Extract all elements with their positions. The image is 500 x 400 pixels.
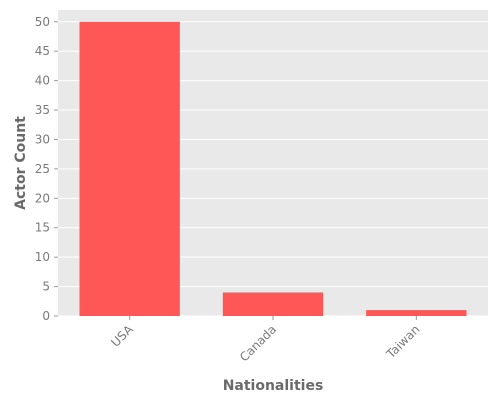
bar-canada [222,292,324,316]
y-axis-title: Actor Count [13,116,29,210]
y-tick-label: 5 [42,280,50,294]
y-tick-label: 0 [42,309,50,323]
y-tick-label: 20 [35,191,50,205]
y-tick-label: 25 [35,162,50,176]
y-axis-ticks: 0 5 10 15 20 25 30 35 40 45 50 [35,15,58,323]
y-tick-label: 45 [35,44,50,58]
x-tick-label: Canada [237,322,279,364]
bar-taiwan [366,310,467,316]
x-tick-label: USA [108,322,136,350]
y-tick-label: 50 [35,15,50,29]
y-tick-label: 30 [35,132,50,146]
y-tick-label: 10 [35,250,50,264]
y-tick-label: 40 [35,74,50,88]
x-tick-label: Taiwan [383,322,422,361]
y-tick-label: 15 [35,221,50,235]
x-axis-ticks: USA Canada Taiwan [108,316,422,364]
bar-usa [79,21,180,317]
bars [79,21,467,317]
y-tick-label: 35 [35,103,50,117]
x-axis-title: Nationalities [223,378,324,394]
